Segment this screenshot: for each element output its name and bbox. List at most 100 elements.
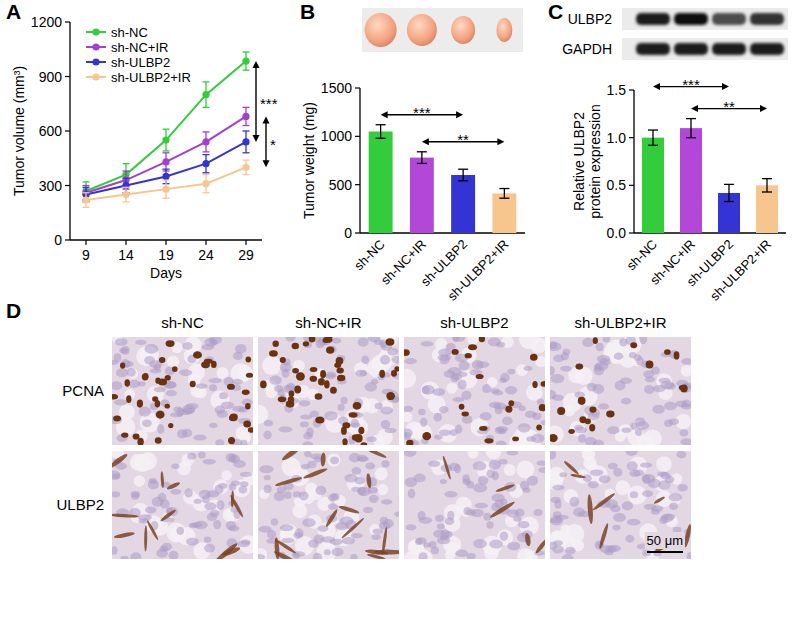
legend-label: sh-ULBP2+IR (111, 70, 191, 85)
ihc-texture (555, 515, 569, 520)
ihc-texture (135, 340, 146, 345)
ihc-texture (264, 485, 272, 493)
y-axis: 03006009001200Tumor volume (mm³) (11, 14, 70, 248)
ihc-texture (194, 499, 202, 504)
x-axis: 914192429Days (70, 240, 262, 281)
ihc-texture (240, 440, 247, 445)
error-bar-cap (163, 168, 170, 169)
ihc-texture (674, 351, 680, 359)
error-bar-cap (648, 145, 658, 146)
y-axis-title: Tumor volume (mm³) (11, 66, 27, 196)
x-tick-label: sh-NC (351, 237, 388, 274)
ihc-texture (149, 478, 157, 484)
error-bar-cap (458, 169, 468, 170)
ihc-texture (115, 338, 128, 346)
error-bar (417, 152, 427, 164)
ihc-texture (381, 499, 393, 505)
y-axis-line (633, 90, 634, 233)
ihc-texture (303, 341, 309, 346)
y-tick (629, 137, 634, 138)
bar (492, 193, 516, 233)
ihc-texture (496, 441, 507, 445)
ihc-texture (374, 549, 399, 554)
panel-letter: C (548, 0, 563, 23)
ihc-texture (279, 426, 293, 432)
error-bar-cap (203, 154, 210, 155)
ihc-texture (444, 491, 457, 497)
ihc-texture (120, 363, 125, 369)
ihc-texture (336, 368, 343, 374)
ihc-texture (570, 473, 586, 479)
blot-band (674, 43, 708, 55)
ihc-texture (341, 517, 365, 539)
ihc-texture (272, 340, 278, 346)
blot-band (674, 13, 708, 25)
ihc-texture (418, 552, 427, 559)
ihc-texture (327, 454, 340, 467)
ihc-texture (248, 427, 253, 432)
ihc-texture (204, 536, 212, 542)
ihc-texture (466, 509, 476, 515)
ihc-texture (357, 487, 371, 496)
error-bar (243, 131, 250, 153)
ihc-texture (435, 515, 444, 522)
x-axis-title: Days (150, 265, 182, 281)
ihc-texture (479, 426, 487, 431)
ihc-texture (349, 453, 361, 462)
ihc-texture (295, 528, 304, 537)
sig-label: ** (723, 98, 735, 115)
ihc-texture (243, 420, 251, 427)
ihc-texture (660, 472, 670, 479)
ihc-texture (462, 415, 473, 424)
ihc-texture (336, 522, 349, 530)
ihc-texture (610, 505, 620, 513)
ihc-texture (235, 426, 249, 440)
ihc-texture (438, 354, 452, 361)
ihc-background (404, 451, 545, 559)
ihc-texture (507, 542, 520, 550)
ihc-texture (182, 404, 195, 414)
x-tick-label: 9 (82, 247, 90, 263)
error-bar-cap (417, 163, 427, 164)
ihc-texture (193, 351, 202, 358)
ihc-texture (475, 503, 489, 509)
ihc-texture (364, 451, 387, 459)
ihc-texture (418, 409, 425, 416)
ihc-texture (467, 451, 478, 458)
error-bar (686, 119, 696, 138)
ihc-texture (607, 426, 619, 434)
sig-arrow-head (691, 105, 698, 112)
ihc-texture (301, 464, 310, 469)
ihc-texture (131, 491, 140, 497)
ihc-texture (347, 411, 360, 416)
ihc-texture (420, 341, 433, 346)
ihc-texture (627, 461, 638, 471)
ihc-texture (471, 418, 489, 436)
error-bar (762, 179, 772, 192)
ihc-texture (420, 418, 427, 427)
ihc-texture (198, 451, 206, 458)
ihc-texture (536, 424, 542, 430)
ihc-texture (583, 474, 592, 482)
ihc-texture (630, 342, 637, 348)
x-axis-labels: sh-NCsh-NC+IRsh-ULBP2sh-ULBP2+IR (351, 237, 511, 304)
sig-arrow-head (253, 61, 260, 68)
ihc-texture (524, 366, 533, 371)
y-tick-label: 900 (39, 69, 63, 85)
ihc-texture (233, 460, 246, 468)
ihc-texture (137, 399, 143, 407)
ihc-texture (260, 381, 267, 389)
ihc-texture (320, 370, 326, 378)
blot-band (750, 13, 784, 25)
series-marker (202, 160, 209, 167)
bar (642, 138, 664, 233)
x-tick-label: 24 (198, 247, 214, 263)
legend-marker (92, 73, 99, 80)
ihc-texture (386, 338, 395, 345)
ihc-texture (226, 453, 236, 462)
ihc-texture (204, 502, 216, 510)
ihc-texture (525, 411, 537, 418)
ihc-texture (553, 355, 564, 363)
ihc-texture (486, 451, 502, 459)
ihc-texture (165, 404, 170, 409)
